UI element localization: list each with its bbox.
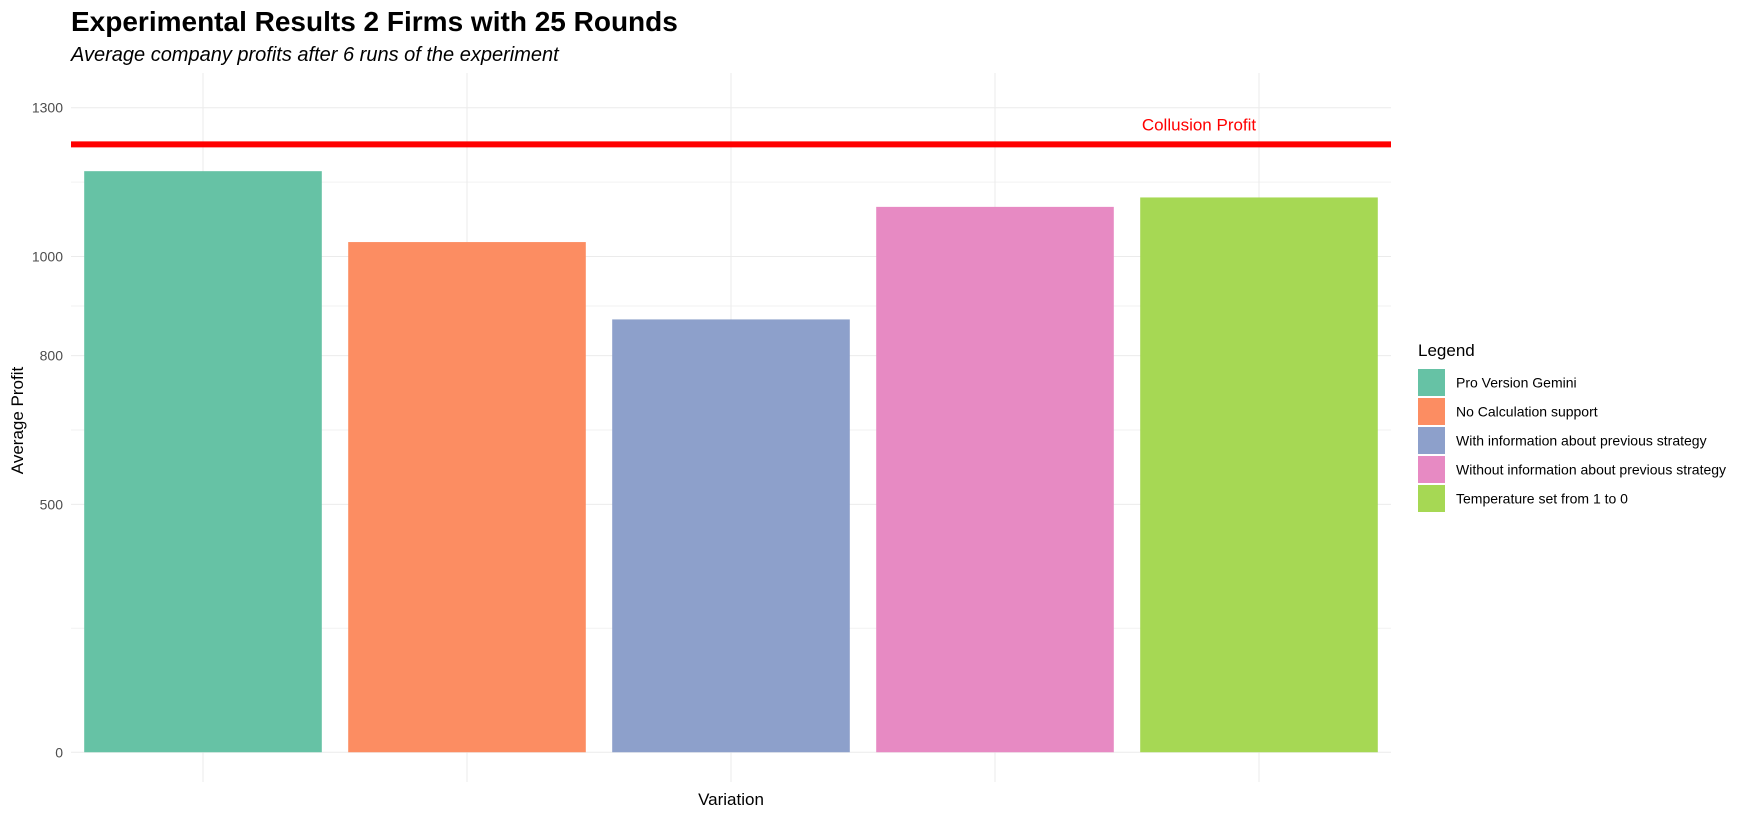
y-tick-label: 500 — [40, 496, 64, 512]
legend-key — [1418, 485, 1445, 512]
bars — [84, 171, 1378, 753]
collusion-profit-label: Collusion Profit — [1142, 115, 1257, 134]
y-tick-label: 1000 — [32, 248, 63, 264]
legend-key — [1418, 398, 1445, 425]
legend: Legend Pro Version Gemini No Calculation … — [1418, 341, 1726, 512]
legend-label: Without information about previous strat… — [1456, 462, 1726, 478]
bar — [1140, 197, 1378, 753]
legend-key — [1418, 456, 1445, 483]
legend-key — [1418, 427, 1445, 454]
chart-subtitle: Average company profits after 6 runs of … — [70, 44, 560, 66]
bar — [612, 319, 850, 753]
y-tick-label: 0 — [55, 744, 63, 760]
bar — [876, 206, 1114, 753]
bar — [348, 242, 586, 753]
y-tick-label: 800 — [40, 348, 64, 364]
legend-key — [1418, 369, 1445, 396]
legend-label: Temperature set from 1 to 0 — [1456, 491, 1628, 507]
legend-label: With information about previous strategy — [1456, 433, 1707, 449]
y-axis-ticks: 0 500 800 1000 1300 — [32, 100, 63, 761]
x-axis-label: Variation — [698, 790, 764, 809]
bar — [84, 171, 322, 753]
y-axis-label: Average Profit — [8, 367, 27, 475]
legend-label: Pro Version Gemini — [1456, 375, 1577, 391]
legend-label: No Calculation support — [1456, 404, 1598, 420]
legend-title: Legend — [1418, 341, 1475, 360]
y-tick-label: 1300 — [32, 100, 63, 116]
chart-title: Experimental Results 2 Firms with 25 Rou… — [71, 6, 678, 37]
